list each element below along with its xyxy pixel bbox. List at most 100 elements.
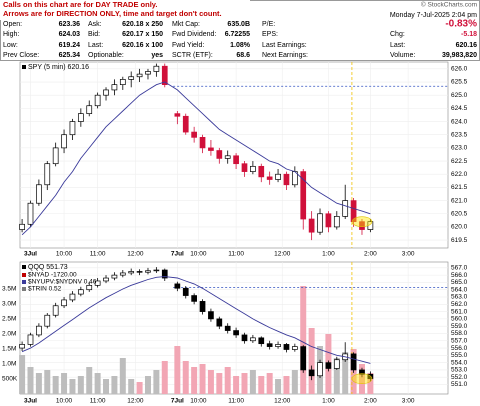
info-label: Chg: [390, 31, 405, 38]
info-label: P/E: [262, 21, 275, 28]
info-label: Fwd Yield: [172, 42, 204, 49]
candle-body [145, 270, 151, 273]
candle-body [182, 287, 189, 296]
x-tick-label: 7Jul [171, 398, 184, 405]
candle-body [325, 362, 332, 369]
candle-body [161, 65, 168, 86]
candle-body [77, 113, 84, 122]
candle-body [182, 115, 189, 133]
copyright: © StockCharts.com [421, 1, 477, 9]
volume-bar [103, 379, 110, 394]
note-bg [0, 0, 250, 20]
note: Arrows are for DIRECTION ONLY, time and … [3, 9, 222, 18]
info-label: SCTR (ETF): [172, 52, 213, 59]
candle-body [250, 165, 256, 172]
x-tick-label: 2:00 [364, 398, 377, 405]
volume-bar [86, 367, 93, 394]
volume-bar [275, 379, 282, 394]
info-value: 620.16 x 100 [122, 42, 163, 49]
y-tick-label: 619.5 [451, 237, 468, 244]
candle-body [103, 89, 109, 96]
y-tick-label: 625.0 [451, 92, 468, 99]
y-tick-label: 555.0 [451, 352, 468, 359]
volume-bar [191, 367, 198, 394]
candle-body [36, 184, 42, 204]
candle-body [208, 311, 214, 320]
info-label: Last: [88, 42, 103, 49]
info-value: 620.17 x 150 [122, 31, 163, 38]
volume-bar [174, 346, 181, 394]
moving-average [21, 276, 371, 364]
volume-bar [77, 376, 84, 394]
x-tick-label: 10:00 [190, 251, 207, 258]
volume-bar [27, 367, 34, 394]
y-tick-label: 559.0 [451, 323, 468, 330]
y-tick-label: 557.0 [451, 337, 468, 344]
volume-bar [136, 382, 143, 394]
y-tick-label: 620.5 [451, 210, 468, 217]
y-tick-label: 622.5 [451, 158, 468, 165]
y-tick-label: 624.5 [451, 105, 468, 112]
highlight [351, 373, 373, 384]
info-value: -0.83% [445, 19, 477, 30]
y-tick-label: 626.0 [451, 66, 468, 73]
volume-bar [35, 373, 42, 394]
info-table: Open: High: Low: Prev Close: 623.36 624.03 619… [3, 19, 477, 59]
info-value: 39,983,820 [442, 52, 477, 59]
y-tick-label: 622.0 [451, 171, 468, 178]
info-value: 620.18 x 250 [122, 21, 163, 28]
candle-body [317, 362, 323, 377]
candle-body [224, 325, 231, 331]
info-value: 623.36 [59, 21, 81, 28]
candle-body [128, 76, 135, 80]
volume-bar [153, 370, 160, 394]
candle-body [199, 301, 206, 312]
candle-body [258, 337, 265, 345]
candle-body [27, 202, 34, 225]
info-value: 619.24 [59, 42, 81, 49]
candle-body [333, 216, 340, 228]
candle-body [216, 318, 223, 327]
volume-bar [207, 370, 214, 394]
x-tick-label: 1:00 [322, 251, 335, 258]
info-label: Prev Close: [3, 52, 39, 59]
info-label: Volume: [390, 52, 415, 59]
candle-body [325, 213, 332, 228]
candle-body [174, 283, 181, 289]
candle-body [266, 343, 273, 347]
volume-bar [94, 373, 101, 394]
info-label: Next Earnings: [262, 52, 308, 59]
info-value: 1.08% [230, 42, 251, 49]
candle-body [61, 134, 67, 149]
legend-swatch [22, 65, 26, 69]
plot-frame [19, 61, 449, 249]
candle-body [69, 293, 76, 301]
candle-body [233, 155, 239, 165]
panel-title: QQQ 551.73 [28, 264, 68, 271]
panel-label: $NYUPV:$NYDNV 0.46 [28, 279, 97, 286]
y2-tick-label: 2.5M [2, 316, 16, 323]
y-tick-label: 625.5 [451, 79, 468, 86]
volume-bar [300, 286, 307, 394]
date: Monday 7-Jul-2025 2:04 pm [390, 12, 477, 19]
y-tick-label: 564.0 [451, 286, 468, 293]
candle-body [111, 274, 118, 279]
candle-body [86, 284, 93, 291]
candle-body [136, 271, 143, 273]
y-tick-label: 556.0 [451, 345, 468, 352]
candle-body [119, 79, 126, 86]
legend-swatch [22, 287, 26, 291]
y-tick-label: 621.0 [451, 197, 468, 204]
legend-swatch [22, 273, 26, 277]
candle-body [317, 213, 323, 233]
candle-body [208, 147, 214, 151]
y-tick-label: 553.0 [451, 367, 468, 374]
note: Calls on this chart are for DAY TRADE on… [3, 0, 157, 9]
candle-body [250, 337, 256, 342]
volume-bar [358, 364, 365, 394]
candle-body [350, 200, 357, 223]
panel-label: $TRIN 0.52 [28, 286, 62, 293]
candle-body [241, 163, 248, 172]
volume-bar [69, 379, 76, 394]
volume-bar [161, 361, 168, 394]
